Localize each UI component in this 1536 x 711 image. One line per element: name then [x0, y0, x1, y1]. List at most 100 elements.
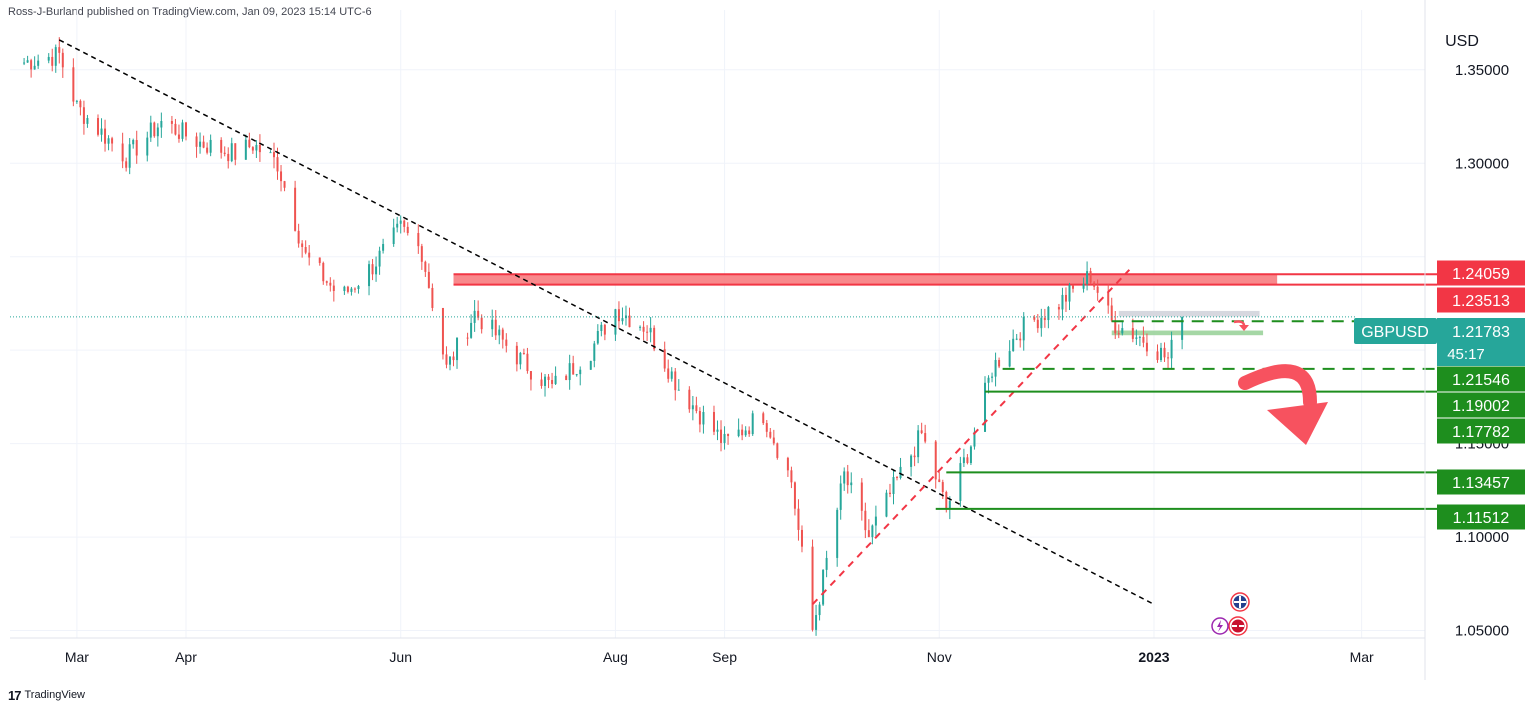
- candle-body: [744, 430, 747, 436]
- candle-body: [1086, 271, 1089, 284]
- bearish-arrow-icon: [1238, 364, 1317, 409]
- candle-body: [1033, 316, 1036, 320]
- candle-body: [568, 363, 571, 381]
- candle-body: [280, 171, 283, 182]
- candle-body: [836, 509, 839, 558]
- candle-body: [959, 463, 962, 501]
- candle-body: [47, 56, 50, 61]
- candle-body: [177, 134, 180, 139]
- candle-body: [544, 376, 547, 386]
- candle-body: [575, 374, 578, 376]
- support-label-bg: [1437, 366, 1525, 392]
- symbol-tag-bg: [1354, 318, 1437, 344]
- support-label-bg: [1437, 469, 1525, 495]
- candle-body: [498, 329, 501, 336]
- candle-body: [991, 376, 994, 378]
- candle-body: [948, 500, 951, 509]
- x-tick-label: Mar: [1350, 649, 1374, 665]
- support-label-bg: [1437, 418, 1525, 444]
- candle-body: [456, 337, 459, 361]
- candle-body: [702, 411, 705, 425]
- candle-body: [811, 546, 814, 630]
- candle-body: [357, 286, 360, 290]
- candle-body: [392, 227, 395, 245]
- candle-body: [765, 423, 768, 432]
- candle-body: [195, 136, 198, 147]
- candle-body: [332, 285, 335, 291]
- candle-body: [596, 331, 599, 344]
- candle-body: [547, 376, 550, 380]
- candle-body: [874, 516, 877, 526]
- candle-body: [318, 257, 321, 263]
- candle-body: [26, 60, 29, 63]
- price-tag-countdown: 45:17: [1447, 346, 1485, 363]
- candle-body: [1145, 342, 1148, 352]
- candle-body: [54, 47, 57, 66]
- symbol-tag-text: GBPUSD: [1361, 324, 1429, 341]
- candle-body: [540, 379, 543, 386]
- candle-body: [691, 405, 694, 410]
- candle-body: [1057, 307, 1060, 310]
- candle-body: [515, 345, 518, 365]
- candle-body: [695, 405, 698, 412]
- support-label: 1.13457: [1437, 469, 1525, 495]
- candle-body: [234, 143, 237, 160]
- candle-body: [276, 157, 279, 172]
- candle-body: [973, 431, 976, 447]
- candle-body: [850, 482, 853, 486]
- candle-body: [494, 319, 497, 336]
- x-tick-label: 2023: [1138, 649, 1169, 665]
- candle-body: [1142, 336, 1145, 343]
- candle-body: [1135, 337, 1138, 339]
- candle-body: [600, 324, 603, 332]
- candle-body: [565, 375, 568, 381]
- candle-body: [1019, 338, 1022, 341]
- candle-body: [621, 318, 624, 322]
- candle-body: [653, 327, 656, 350]
- candle-body: [301, 243, 304, 248]
- candle-body: [1138, 336, 1141, 338]
- candle-body: [170, 121, 173, 124]
- y-tick-label: 1.10000: [1455, 529, 1509, 546]
- candle-body: [86, 118, 89, 124]
- candle-body: [325, 281, 328, 283]
- candle-body: [107, 138, 110, 144]
- candle-body: [441, 307, 444, 355]
- candle-body: [913, 455, 916, 458]
- support-label-bg: [1437, 392, 1525, 418]
- candle-body: [1096, 286, 1099, 293]
- candle-body: [1068, 284, 1071, 302]
- candle-body: [892, 477, 895, 495]
- x-tick-label: Jun: [389, 649, 412, 665]
- candle-body: [466, 337, 469, 339]
- candle-body: [396, 223, 399, 228]
- uk-flag-icon: [1230, 592, 1250, 612]
- candle-body: [815, 615, 818, 630]
- price-tag-bg: [1437, 318, 1525, 366]
- candle-body: [1040, 317, 1043, 329]
- candle-body: [184, 122, 187, 137]
- candle-body: [322, 262, 325, 282]
- candle-body: [125, 161, 128, 168]
- candle-body: [663, 349, 666, 369]
- candle-body: [529, 371, 532, 380]
- candle-body: [772, 437, 775, 444]
- candle-body: [470, 322, 473, 338]
- candle-body: [368, 264, 371, 287]
- candle-body: [223, 152, 226, 154]
- footer: 17 TradingView: [8, 686, 85, 704]
- candle-body: [639, 326, 642, 328]
- candle-body: [917, 430, 920, 458]
- candle-body: [343, 286, 346, 291]
- candle-body: [491, 319, 494, 330]
- candle-body: [244, 139, 247, 160]
- annotation-zones: [453, 273, 1437, 336]
- candle-body: [272, 152, 275, 158]
- currency-label: USD: [1445, 33, 1479, 50]
- candle-body: [420, 246, 423, 262]
- support-label: 1.21546: [1437, 366, 1525, 392]
- resistance-label-text: 1.23513: [1452, 293, 1510, 310]
- candle-body: [839, 483, 842, 510]
- grey-zone: [1118, 310, 1260, 317]
